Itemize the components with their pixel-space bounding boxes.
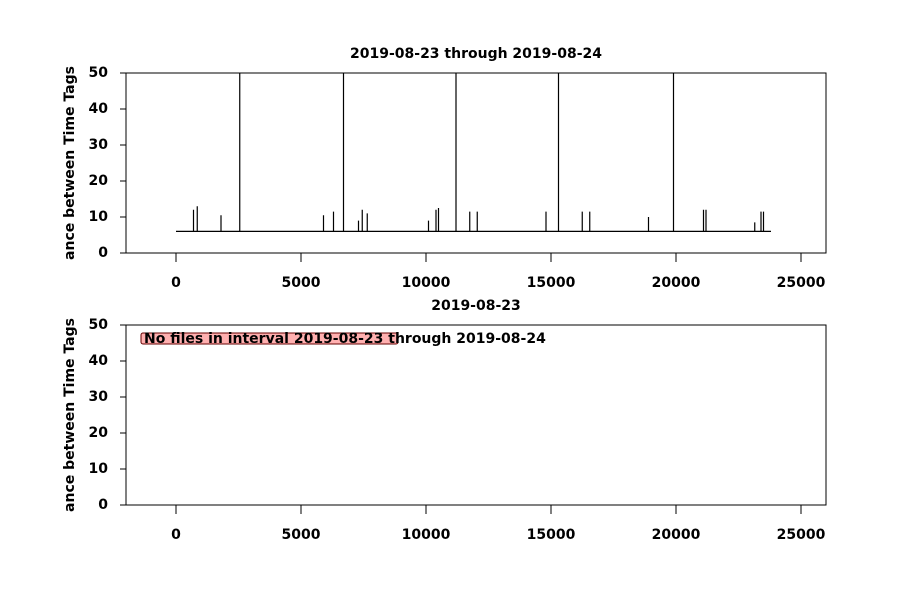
x-tick-label: 25000 (777, 527, 826, 543)
y-tick-label: 20 (89, 173, 109, 189)
y-tick-label: 0 (98, 245, 108, 261)
x-tick-label: 5000 (282, 275, 321, 291)
x-tick-label: 25000 (777, 275, 826, 291)
x-tick-label: 5000 (282, 527, 321, 543)
y-axis-label: ance between Time Tags (62, 66, 78, 260)
y-tick-label: 40 (89, 101, 109, 117)
plot-frame (125, 72, 827, 254)
chart-title: 2019-08-23 through 2019-08-24 (350, 46, 602, 62)
x-tick-label: 15000 (527, 527, 576, 543)
y-tick-label: 30 (89, 389, 109, 405)
annotation: No files in interval 2019-08-23 through … (144, 331, 546, 347)
y-tick-label: 0 (98, 497, 108, 513)
y-tick-label: 50 (89, 317, 109, 333)
x-tick-label: 10000 (402, 527, 451, 543)
y-tick-label: 40 (89, 353, 109, 369)
y-tick-label: 20 (89, 425, 109, 441)
x-tick-label: 20000 (652, 275, 701, 291)
x-tick-label: 10000 (402, 275, 451, 291)
chart-title: 2019-08-23 (431, 298, 521, 314)
x-tick-label: 0 (171, 527, 181, 543)
plot-frame (125, 324, 827, 506)
y-tick-label: 10 (89, 461, 109, 477)
panel: 2019-08-23 through 2019-08-24 ance betwee… (62, 46, 827, 291)
panel: 2019-08-23 ance between Time Tags 0 10 20 30 4… (62, 298, 827, 543)
x-tick-label: 0 (171, 275, 181, 291)
x-tick-label: 20000 (652, 527, 701, 543)
data-line (176, 73, 771, 232)
x-tick-label: 15000 (527, 275, 576, 291)
y-tick-label: 50 (89, 65, 109, 81)
y-tick-label: 30 (89, 137, 109, 153)
y-axis-label: ance between Time Tags (62, 318, 78, 512)
annotation-box (140, 332, 399, 345)
y-tick-label: 10 (89, 209, 109, 225)
